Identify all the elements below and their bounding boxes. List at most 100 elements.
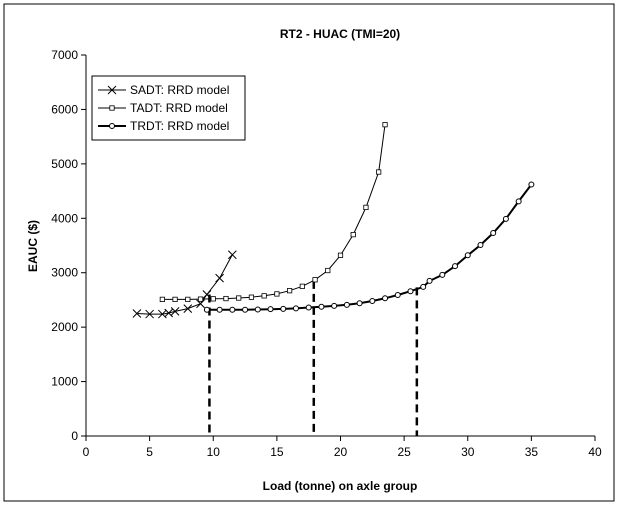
- circle-marker-point: [439, 271, 446, 278]
- legend-label: TRDT: RRD model: [130, 119, 229, 133]
- square-marker-point: [376, 169, 382, 175]
- x-marker-point: [132, 309, 142, 318]
- series-tadt: [159, 122, 388, 302]
- marker-stroke: [132, 309, 142, 318]
- circle-marker-point: [382, 295, 389, 302]
- square-marker-point: [236, 295, 242, 301]
- circle-marker-point: [452, 263, 459, 270]
- square-marker-point: [350, 232, 356, 238]
- marker-stroke: [170, 307, 180, 316]
- x-marker-point: [170, 307, 180, 316]
- series-trdt: [203, 181, 535, 313]
- marker-stroke: [183, 304, 193, 313]
- square-marker-point: [248, 294, 255, 300]
- marker-stroke: [107, 85, 117, 95]
- x-marker-point: [196, 299, 205, 309]
- circle-marker-point: [502, 215, 509, 222]
- square-marker-point: [210, 296, 216, 302]
- circle-marker-point: [331, 302, 338, 309]
- square-marker-point: [382, 122, 388, 128]
- y-axis-label: EAUC ($): [26, 220, 40, 272]
- y-tick-label: 2000: [51, 320, 78, 334]
- square-marker-point: [223, 295, 229, 302]
- square-marker-point: [172, 296, 178, 302]
- x-axis-label: Load (tonne) on axle group: [263, 479, 418, 493]
- series-sadt: [132, 250, 237, 319]
- x-tick-label: 20: [334, 445, 348, 459]
- y-tick-label: 1000: [51, 375, 78, 389]
- x-tick-label: 35: [525, 445, 539, 459]
- circle-marker-point: [369, 298, 376, 305]
- series-group: [132, 122, 535, 319]
- marker-stroke: [215, 273, 224, 283]
- circle-marker-point: [305, 304, 312, 311]
- square-marker-point: [325, 267, 331, 274]
- circle-marker-point: [407, 288, 414, 295]
- circle-marker-point: [420, 283, 427, 290]
- y-tick-label: 7000: [51, 48, 78, 62]
- x-tick-label: 25: [397, 445, 411, 459]
- circle-marker-point: [203, 306, 210, 313]
- x-tick-label: 10: [207, 445, 221, 459]
- square-marker-point: [337, 252, 344, 258]
- legend-item-tadt: TADT: RRD model: [98, 101, 228, 115]
- y-tick-label: 0: [71, 429, 78, 443]
- circle-marker-point: [267, 306, 274, 313]
- circle-marker-point: [216, 306, 223, 313]
- square-marker-point: [261, 293, 267, 299]
- x-tick-label: 40: [588, 445, 602, 459]
- square-marker-point: [286, 288, 293, 294]
- y-tick-label: 6000: [51, 102, 78, 116]
- circle-marker-point: [464, 252, 471, 259]
- circle-marker-point: [477, 241, 484, 248]
- square-marker-point: [363, 204, 369, 210]
- x-tick-label: 5: [146, 445, 153, 459]
- circle-marker-point: [394, 292, 401, 299]
- marker-stroke: [227, 250, 237, 260]
- square-marker-point: [274, 291, 280, 297]
- square-marker-point: [197, 296, 204, 302]
- x-marker-point: [202, 290, 212, 299]
- x-tick-label: 30: [461, 445, 475, 459]
- marker-stroke: [196, 299, 205, 309]
- circle-marker-point: [528, 181, 535, 188]
- x-marker-point: [215, 273, 224, 283]
- square-marker-point: [185, 296, 191, 302]
- x-marker-point: [145, 309, 154, 319]
- square-marker-point: [299, 283, 305, 289]
- legend-label: TADT: RRD model: [130, 101, 228, 115]
- legend-item-sadt: SADT: RRD model: [98, 83, 229, 97]
- circle-marker-point: [280, 305, 287, 312]
- legend: SADT: RRD model TADT: RRD model TRDT: RRD …: [91, 75, 246, 141]
- circle-marker-point: [318, 303, 325, 310]
- threshold-lines: [208, 280, 419, 436]
- circle-marker-point: [490, 229, 497, 236]
- circle-marker-point: [356, 300, 363, 307]
- x-marker-point: [107, 85, 117, 95]
- x-tick-label: 15: [270, 445, 284, 459]
- axes: 0 1000 2000 3000 4000 5000 6000 7000 0 5 10 15 20 25 3…: [51, 48, 602, 459]
- legend-item-trdt: TRDT: RRD model: [98, 119, 229, 133]
- chart-title: RT2 - HUAC (TMI=20): [280, 27, 400, 41]
- circle-marker-point: [292, 305, 299, 312]
- y-tick-label: 3000: [51, 266, 78, 280]
- y-tick-label: 5000: [51, 157, 78, 171]
- x-marker-point: [227, 250, 237, 260]
- y-tick-label: 4000: [51, 211, 78, 225]
- legend-label: SADT: RRD model: [130, 83, 229, 97]
- marker-stroke: [157, 309, 167, 319]
- x-tick-label: 0: [83, 445, 90, 459]
- marker-stroke: [202, 290, 212, 299]
- circle-marker-point: [109, 123, 115, 129]
- square-marker-point: [312, 277, 318, 283]
- marker-stroke: [164, 308, 174, 318]
- circle-marker-point: [343, 301, 350, 308]
- square-marker-point: [109, 105, 115, 111]
- circle-marker-point: [254, 306, 261, 313]
- series-line: [136, 254, 233, 315]
- x-marker-point: [183, 304, 193, 313]
- circle-marker-point: [242, 306, 249, 313]
- circle-marker-point: [515, 198, 522, 205]
